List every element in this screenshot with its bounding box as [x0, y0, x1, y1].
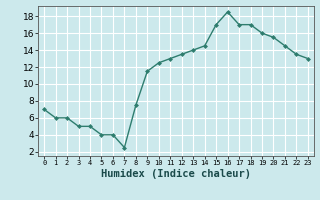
X-axis label: Humidex (Indice chaleur): Humidex (Indice chaleur)	[101, 169, 251, 179]
